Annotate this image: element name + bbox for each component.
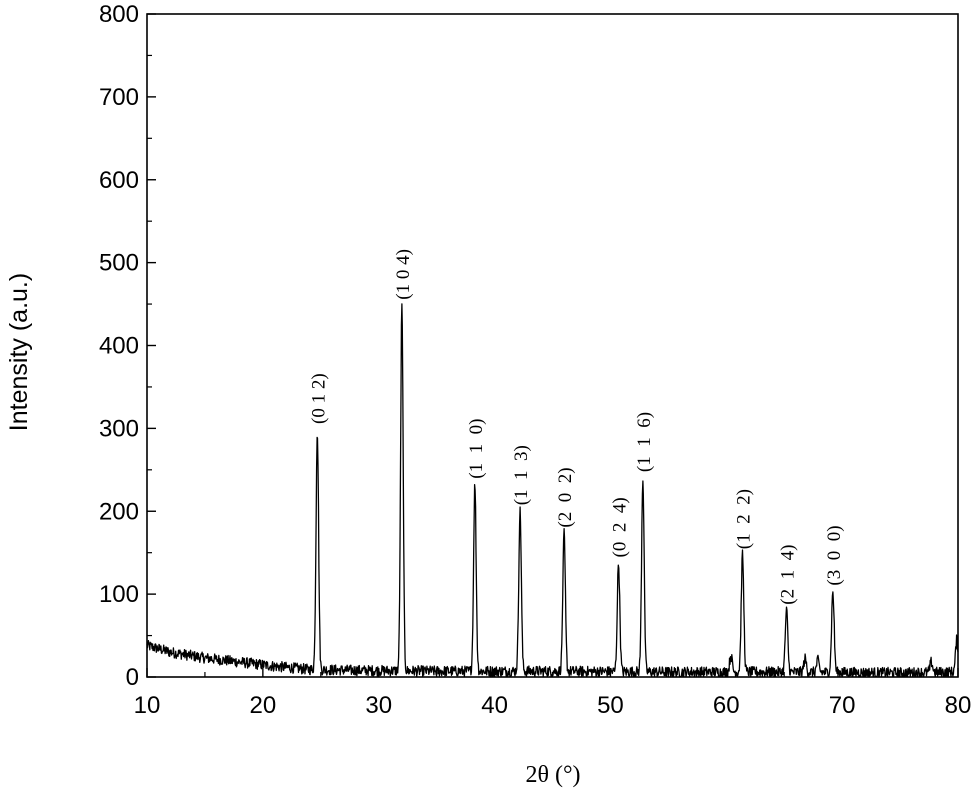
y-tick-label: 300 (99, 415, 139, 442)
x-tick-label: 50 (597, 692, 624, 719)
peak-label: (1 2 2) (734, 489, 755, 549)
x-tick-label: 40 (481, 692, 508, 719)
peak-label: (1 1 6) (634, 412, 655, 472)
y-tick-label: 800 (99, 1, 139, 28)
peak-label: (1 1 0) (466, 419, 487, 479)
y-tick-label: 0 (126, 664, 139, 691)
diffraction-pattern-line (146, 303, 959, 678)
y-axis-title: Intensity (a.u.) (5, 273, 33, 431)
peak-label: (0 2 4) (610, 497, 631, 557)
y-tick-label: 700 (99, 84, 139, 111)
peak-label: (2 1 4) (778, 545, 799, 605)
x-tick-label: 30 (365, 692, 392, 719)
x-tick-label: 10 (134, 692, 161, 719)
y-tick-label: 400 (99, 333, 139, 360)
peak-label: (2 0 2) (555, 467, 576, 527)
x-axis-title: 2θ (°) (525, 762, 580, 788)
peak-labels: (0 1 2) (1 0 4) (1 1 0) (1 1 3) (2 0 2) (0 2 … (308, 249, 845, 605)
x-tick-label: 80 (945, 692, 972, 719)
peak-label: (0 1 2) (308, 373, 329, 424)
x-tick-label: 60 (713, 692, 740, 719)
peak-label: (1 0 4) (393, 249, 414, 300)
y-tick-label: 100 (99, 581, 139, 608)
peak-label: (3 0 0) (824, 525, 845, 585)
y-tick-label: 600 (99, 167, 139, 194)
y-tick-label: 500 (99, 250, 139, 277)
x-tick-label: 70 (829, 692, 856, 719)
x-tick-label: 20 (250, 692, 277, 719)
y-axis-ticks: 0 100 200 300 400 500 600 700 800 (99, 1, 156, 691)
y-tick-label: 200 (99, 498, 139, 525)
peak-label: (1 1 3) (511, 445, 532, 505)
